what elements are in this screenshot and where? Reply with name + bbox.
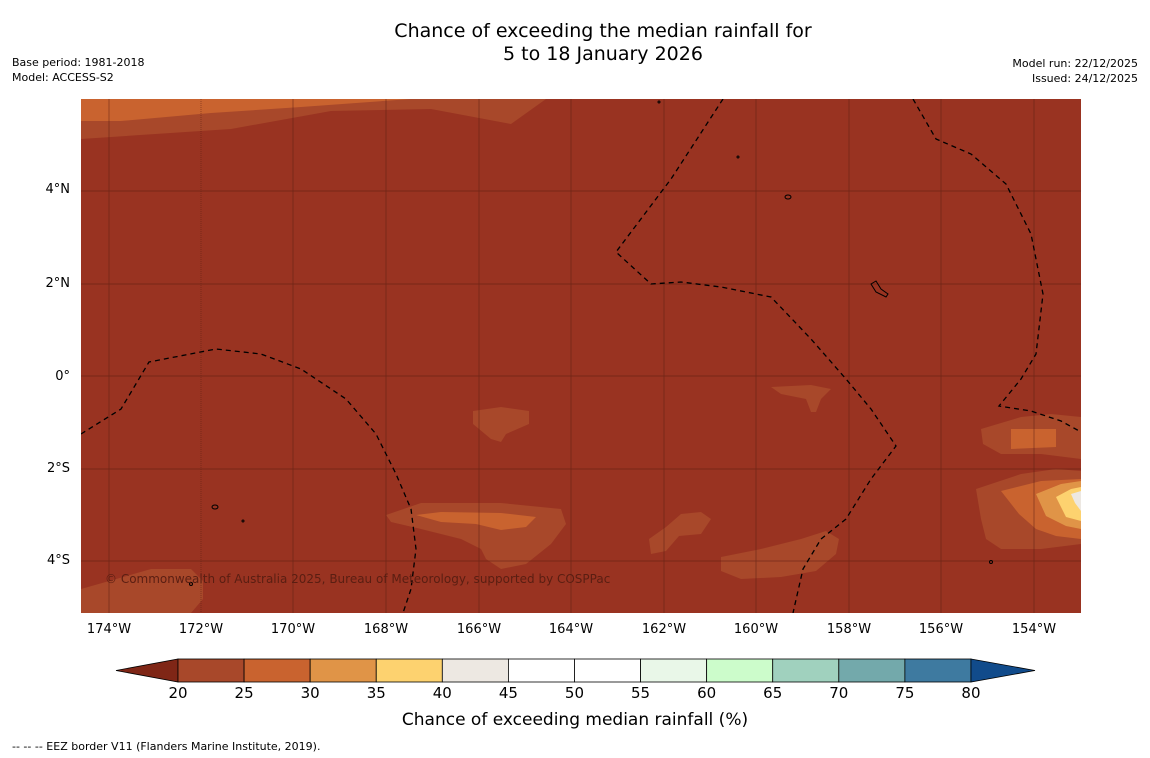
colorbar-extend-high (970, 658, 1036, 683)
contour-far-east-45 (1071, 491, 1081, 511)
colorbar-tick-45: 45 (498, 684, 518, 702)
eez-border-west (81, 348, 417, 613)
colorbar-bin-75-80 (904, 658, 972, 683)
lat-label-2s: 2°S (46, 461, 70, 476)
lon-label-156w: 156°W (918, 622, 964, 637)
meta-right: Model run: 22/12/2025 Issued: 24/12/2025 (1012, 56, 1138, 86)
contour-southwest-25 (81, 569, 203, 613)
colorbar-label: Chance of exceeding median rainfall (%) (401, 710, 749, 730)
island-5 (657, 100, 661, 104)
eez-footnote: -- -- -- EEZ border V11 (Flanders Marine… (12, 740, 321, 753)
contour-north-30 (81, 99, 411, 121)
colorbar-tick-80: 80 (961, 684, 981, 702)
gridlines (81, 99, 1081, 613)
contour-southeast-25 (721, 531, 839, 579)
colorbar-bin-60-65 (706, 658, 774, 683)
colorbar-bin-45-50 (507, 658, 575, 683)
colorbar-bin-30-35 (309, 658, 377, 683)
base-period: Base period: 1981-2018 (12, 56, 145, 69)
lon-label-172w: 172°W (178, 622, 224, 637)
colorbar (115, 658, 1036, 683)
lon-label-164w: 164°W (548, 622, 594, 637)
colorbar-tick-50: 50 (564, 684, 585, 702)
colorbar-bin-25-30 (243, 658, 311, 683)
colorbar-tick-55: 55 (631, 684, 651, 702)
contour-center-25 (473, 407, 529, 442)
rainfall-map: © Commonwealth of Australia 2025, Bureau… (81, 99, 1081, 613)
island-7 (989, 560, 993, 564)
map-title: Chance of exceeding the median rainfall … (0, 20, 1150, 66)
colorbar-tick-75: 75 (895, 684, 915, 702)
eez-borders (81, 99, 1081, 613)
title-line-1: Chance of exceeding the median rainfall … (394, 20, 812, 42)
colorbar-tick-70: 70 (829, 684, 849, 702)
colorbar-tick-25: 25 (234, 684, 254, 702)
model-run: Model run: 22/12/2025 (1012, 57, 1138, 70)
lat-label-4n: 4°N (45, 182, 71, 197)
contour-south-east-25 (649, 512, 711, 554)
issued-date: Issued: 24/12/2025 (1031, 72, 1138, 85)
lon-label-168w: 168°W (363, 622, 409, 637)
island-2 (211, 504, 219, 510)
island-8 (189, 582, 193, 586)
contour-equator-25 (771, 385, 831, 412)
contour-east-30 (1011, 429, 1056, 449)
island-1 (784, 194, 792, 200)
colorbar-tick-60: 60 (697, 684, 717, 702)
islands (189, 100, 993, 586)
lat-label-2n: 2°N (45, 276, 71, 291)
copyright-notice: © Commonwealth of Australia 2025, Bureau… (105, 572, 611, 586)
colorbar-bin-70-75 (838, 658, 906, 683)
colorbar-tick-20: 20 (168, 684, 188, 702)
colorbar-bin-50-55 (574, 658, 641, 683)
lon-label-166w: 166°W (456, 622, 502, 637)
colorbar-extend-low (115, 658, 179, 683)
model-name: Model: ACCESS-S2 (12, 71, 114, 84)
island-3 (870, 280, 889, 298)
lon-label-160w: 160°W (733, 622, 779, 637)
meta-left: Base period: 1981-2018 Model: ACCESS-S2 (12, 55, 144, 85)
lon-label-154w: 154°W (1011, 622, 1057, 637)
lon-label-158w: 158°W (826, 622, 872, 637)
colorbar-bin-55-60 (640, 658, 708, 683)
colorbar-bin-35-40 (375, 658, 443, 683)
eez-border-central (615, 99, 897, 613)
eez-border-east (912, 99, 1081, 433)
colorbar-bin-65-70 (772, 658, 840, 683)
contour-south-30 (416, 512, 536, 530)
colorbar-tick-65: 65 (763, 684, 783, 702)
island-4 (736, 155, 740, 159)
colorbar-tick-40: 40 (432, 684, 452, 702)
colorbar-tick-30: 30 (300, 684, 320, 702)
lat-label-4s: 4°S (46, 553, 70, 568)
island-6 (241, 519, 245, 523)
colorbar-bin-20-25 (177, 658, 245, 683)
lon-label-162w: 162°W (641, 622, 687, 637)
colorbar-bin-40-45 (441, 658, 509, 683)
lon-label-170w: 170°W (270, 622, 316, 637)
lon-label-174w: 174°W (86, 622, 132, 637)
title-line-2: 5 to 18 January 2026 (503, 43, 703, 65)
colorbar-tick-35: 35 (366, 684, 386, 702)
map-svg (81, 99, 1081, 613)
lat-label-0: 0° (55, 369, 70, 384)
